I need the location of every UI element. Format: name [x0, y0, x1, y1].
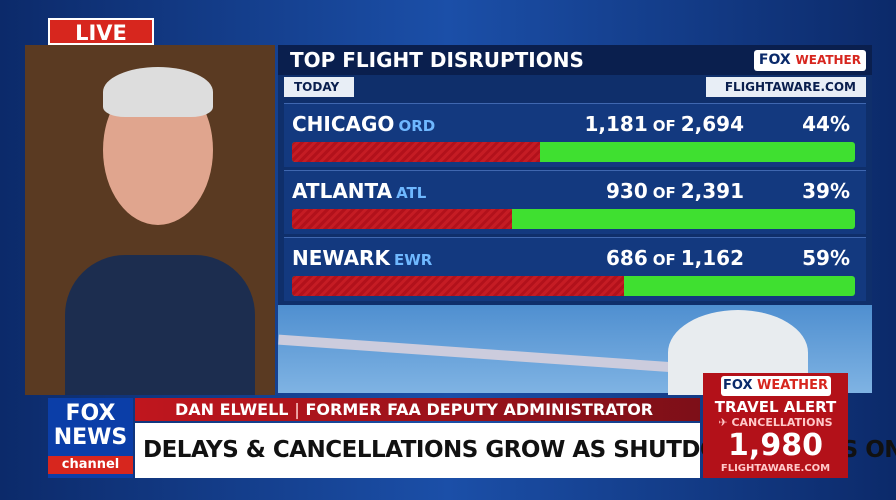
logo-fox: FOX — [723, 378, 753, 393]
total: 2,694 — [680, 112, 744, 136]
live-badge: LIVE — [48, 18, 154, 45]
suit — [65, 255, 255, 395]
airport-row: CHICAGO ORD 1,181 OF 2,694 44% — [284, 103, 866, 167]
airport-row: ATLANTA ATL 930 OF 2,391 39% — [284, 170, 866, 234]
alert-title: TRAVEL ALERT — [714, 398, 837, 416]
airport-code: ORD — [398, 117, 436, 135]
flight-count: 930 OF 2,391 — [606, 179, 744, 203]
title: TOP FLIGHT DISRUPTIONS — [290, 48, 584, 72]
of: OF — [652, 184, 676, 202]
flight-count: 1,181 OF 2,694 — [584, 112, 744, 136]
total: 2,391 — [680, 179, 744, 203]
disrupted-bar — [292, 209, 512, 229]
of: OF — [652, 117, 676, 135]
bar-track — [292, 142, 855, 162]
disrupted-bar — [292, 276, 625, 296]
guest-name: DAN ELWELL — [175, 400, 289, 419]
logo: FOX WEATHER — [753, 50, 866, 71]
bar-track — [292, 276, 855, 296]
city-name: NEWARK — [292, 246, 390, 270]
total: 1,162 — [680, 246, 744, 270]
airport-code: EWR — [393, 251, 433, 269]
video-feed — [25, 45, 275, 395]
logo-weather: WEATHER — [795, 53, 861, 67]
travel-alert: FOX WEATHER TRAVEL ALERT ✈ CANCELLATIONS… — [703, 373, 848, 478]
city-name: CHICAGO — [292, 112, 395, 136]
network-logo: FOX NEWS channel — [48, 398, 133, 478]
disrupted-bar — [292, 142, 540, 162]
city: NEWARK EWR — [292, 246, 432, 270]
city: CHICAGO ORD — [292, 112, 435, 136]
separator: | — [294, 400, 300, 419]
logo-weather: WEATHER — [757, 378, 828, 393]
period: TODAY — [284, 77, 354, 97]
guest-role: FORMER FAA DEPUTY ADMINISTRATOR — [305, 400, 654, 419]
city: ATLANTA ATL — [292, 179, 426, 203]
wing — [278, 334, 718, 376]
logo-line: FOX — [65, 401, 116, 426]
disrupted: 1,181 — [584, 112, 648, 136]
alert-count: 1,980 — [728, 428, 823, 463]
city-name: ATLANTA — [292, 179, 393, 203]
percent: 59% — [802, 246, 850, 270]
disrupted: 930 — [605, 179, 648, 203]
alert-source: FLIGHTAWARE.COM — [720, 463, 831, 474]
logo-fox: FOX — [758, 52, 791, 68]
airport-row: NEWARK EWR 686 OF 1,162 59% — [284, 237, 866, 301]
name-bar: DAN ELWELL | FORMER FAA DEPUTY ADMINISTR… — [135, 398, 700, 421]
hair — [103, 67, 213, 117]
logo-channel: channel — [48, 456, 133, 474]
logo-line: NEWS — [53, 425, 128, 450]
source: FLIGHTAWARE.COM — [706, 77, 866, 97]
disrupted: 686 — [605, 246, 648, 270]
flight-count: 686 OF 1,162 — [606, 246, 744, 270]
of: OF — [652, 251, 676, 269]
percent: 39% — [802, 179, 850, 203]
airport-code: ATL — [396, 184, 427, 202]
panel-title: TOP FLIGHT DISRUPTIONS FOX WEATHER — [278, 45, 872, 75]
disruptions-panel: TOP FLIGHT DISRUPTIONS FOX WEATHER TODAY… — [278, 45, 872, 395]
headline: DELAYS & CANCELLATIONS GROW AS SHUTDOWN … — [135, 423, 896, 478]
percent: 44% — [802, 112, 850, 136]
bar-track — [292, 209, 855, 229]
logo: FOX WEATHER — [720, 376, 831, 396]
alert-subtitle: ✈ CANCELLATIONS — [718, 416, 833, 429]
